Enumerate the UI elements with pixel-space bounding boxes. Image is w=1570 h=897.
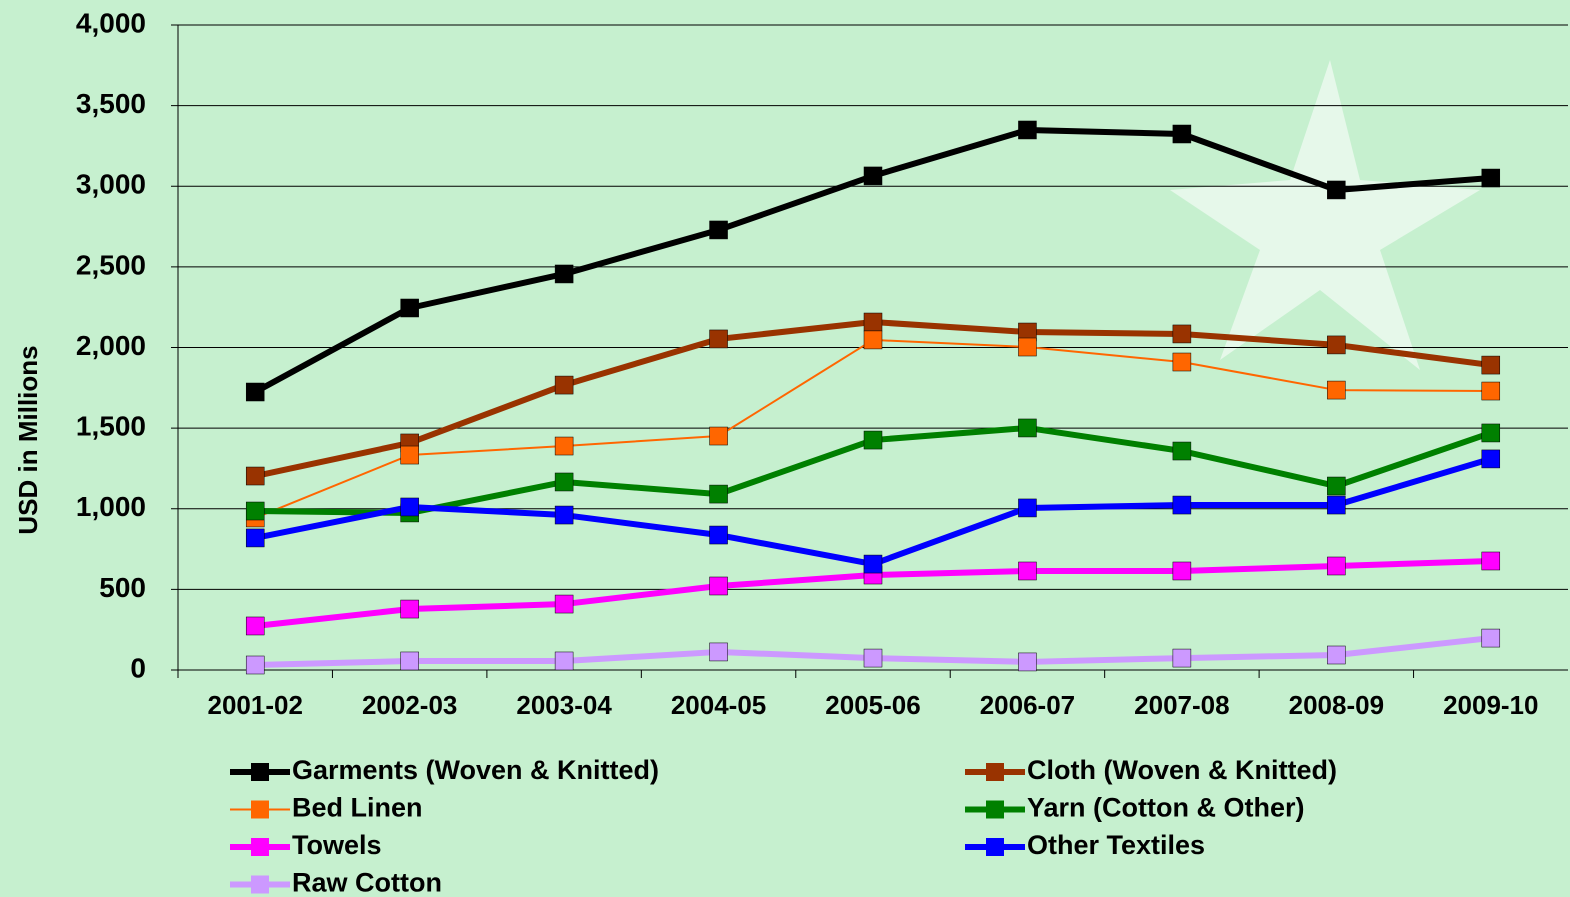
point-marker (555, 652, 573, 670)
point-marker (1482, 450, 1500, 468)
point-marker (1327, 477, 1345, 495)
legend-marker (251, 838, 269, 856)
point-marker (1482, 169, 1500, 187)
point-marker (864, 649, 882, 667)
point-marker (1482, 382, 1500, 400)
point-marker (401, 446, 419, 464)
point-marker (1018, 121, 1036, 139)
point-marker (710, 577, 728, 595)
x-tick-label: 2003-04 (516, 690, 612, 720)
legend-label: Other Textiles (1027, 830, 1205, 860)
point-marker (1018, 562, 1036, 580)
point-marker (1482, 356, 1500, 374)
y-tick-label: 4,000 (76, 7, 146, 38)
point-marker (555, 265, 573, 283)
point-marker (555, 376, 573, 394)
legend-label: Cloth (Woven & Knitted) (1027, 755, 1337, 785)
y-tick-label: 1,000 (76, 491, 146, 522)
point-marker (555, 437, 573, 455)
point-marker (246, 617, 264, 635)
page: {"chart_data": {"type": "line", "y_label… (0, 0, 1570, 897)
point-marker (1482, 424, 1500, 442)
point-marker (864, 313, 882, 331)
point-marker (246, 467, 264, 485)
point-marker (1482, 552, 1500, 570)
x-tick-label: 2005-06 (825, 690, 920, 720)
point-marker (1173, 353, 1191, 371)
point-marker (555, 595, 573, 613)
point-marker (1327, 336, 1345, 354)
x-tick-label: 2009-10 (1443, 690, 1538, 720)
point-marker (864, 555, 882, 573)
point-marker (1327, 557, 1345, 575)
point-marker (401, 600, 419, 618)
x-tick-label: 2004-05 (671, 690, 766, 720)
point-marker (864, 167, 882, 185)
point-marker (401, 652, 419, 670)
point-marker (1482, 629, 1500, 647)
point-marker (1327, 381, 1345, 399)
y-tick-label: 3,000 (76, 169, 146, 200)
x-tick-label: 2002-03 (362, 690, 457, 720)
point-marker (1327, 181, 1345, 199)
point-marker (710, 330, 728, 348)
legend-label: Raw Cotton (292, 868, 442, 897)
point-marker (1018, 653, 1036, 671)
legend-marker (986, 801, 1004, 819)
x-tick-label: 2001-02 (208, 690, 303, 720)
x-tick-label: 2007-08 (1134, 690, 1229, 720)
point-marker (246, 502, 264, 520)
point-marker (1173, 442, 1191, 460)
legend-label: Bed Linen (292, 793, 423, 823)
y-tick-label: 0 (130, 652, 146, 683)
point-marker (1018, 338, 1036, 356)
point-marker (246, 383, 264, 401)
point-marker (555, 473, 573, 491)
point-marker (1018, 499, 1036, 517)
y-tick-label: 2,500 (76, 249, 146, 280)
legend-marker (251, 763, 269, 781)
point-marker (1173, 325, 1191, 343)
legend-marker (251, 876, 269, 894)
y-tick-label: 2,000 (76, 330, 146, 361)
legend-marker (986, 838, 1004, 856)
legend-marker (251, 801, 269, 819)
point-marker (710, 485, 728, 503)
point-marker (246, 529, 264, 547)
point-marker (710, 526, 728, 544)
chart: USD in Millions 0 500 1,000 1,500 2,000 2,500… (0, 0, 1570, 897)
legend-label: Yarn (Cotton & Other) (1027, 793, 1305, 823)
point-marker (710, 221, 728, 239)
legend-marker (986, 763, 1004, 781)
point-marker (1327, 646, 1345, 664)
point-marker (864, 431, 882, 449)
point-marker (864, 331, 882, 349)
point-marker (401, 498, 419, 516)
point-marker (1018, 419, 1036, 437)
point-marker (246, 656, 264, 674)
point-marker (710, 643, 728, 661)
x-tick-label: 2006-07 (980, 690, 1075, 720)
point-marker (1327, 496, 1345, 514)
legend-label: Garments (Woven & Knitted) (292, 755, 659, 785)
point-marker (1173, 496, 1191, 514)
y-tick-label: 1,500 (76, 411, 146, 442)
point-marker (710, 427, 728, 445)
legend-label: Towels (292, 830, 382, 860)
point-marker (1173, 562, 1191, 580)
point-marker (1173, 125, 1191, 143)
y-axis-label: USD in Millions (13, 345, 43, 534)
point-marker (401, 299, 419, 317)
y-tick-label: 3,500 (76, 88, 146, 119)
x-tick-label: 2008-09 (1289, 690, 1384, 720)
point-marker (555, 506, 573, 524)
y-tick-label: 500 (99, 572, 146, 603)
point-marker (1173, 649, 1191, 667)
